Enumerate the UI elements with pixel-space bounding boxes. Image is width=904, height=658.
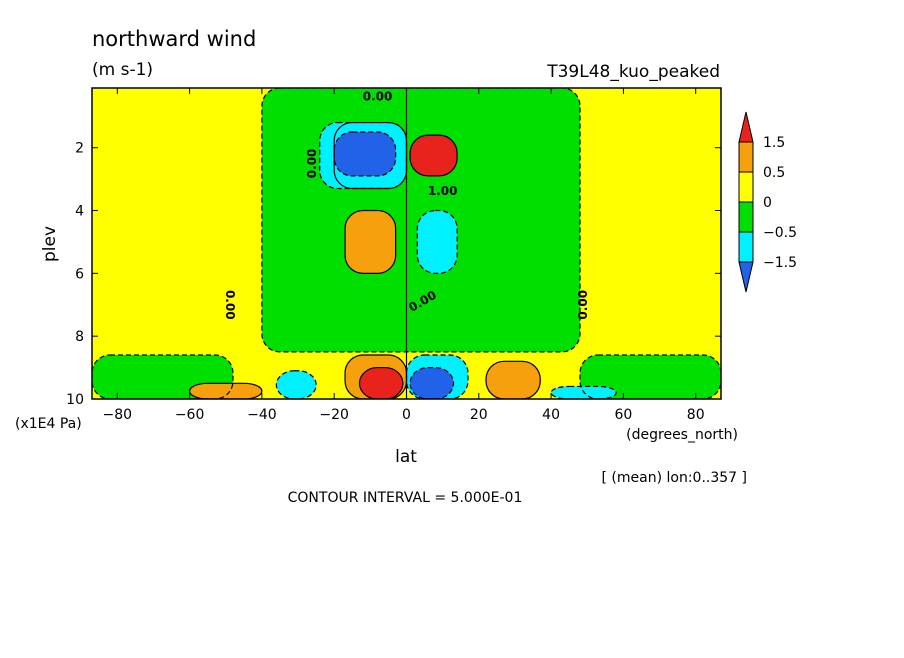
y-tick-label: 10 — [66, 392, 84, 408]
x-tick-label: −80 — [103, 407, 133, 423]
x-tick-label: 0 — [402, 407, 411, 423]
y-tick-label: 2 — [75, 141, 84, 157]
colorbar-bottom-arrow — [738, 261, 754, 293]
x-axis-unit: (degrees_north) — [626, 427, 738, 443]
contour-2 — [92, 354, 234, 399]
contour-label: 1.00 — [428, 184, 458, 198]
colorbar-swatch — [738, 141, 754, 173]
contour-interval: CONTOUR INTERVAL = 5.000E-01 — [288, 490, 523, 506]
colorbar-swatch — [738, 201, 754, 233]
region-13 — [410, 367, 454, 399]
chart-units: (m s-1) — [92, 60, 153, 80]
contour-1 — [261, 88, 581, 353]
contour-label: 0.00 — [223, 290, 237, 320]
colorbar-label: 0.5 — [763, 165, 785, 181]
mean-note: [ (mean) lon:0..357 ] — [602, 470, 747, 486]
contour-14 — [275, 370, 317, 399]
colorbar-top-arrow — [738, 111, 754, 143]
plot-area: −80 −60 −40 −20 0 20 40 60 80 2 4 6 8 10 0.00 0.00 1.0… — [66, 87, 722, 423]
y-tick-label: 4 — [75, 204, 84, 220]
contour-9 — [416, 209, 458, 274]
region-11 — [359, 367, 403, 399]
colorbar-label: 1.5 — [763, 135, 785, 151]
colorbar-label: −0.5 — [763, 225, 797, 241]
x-tick-label: 80 — [687, 407, 705, 423]
contour-7 — [333, 131, 397, 177]
region-3 — [580, 355, 721, 399]
contour-6 — [319, 121, 408, 190]
region-15 — [486, 361, 541, 399]
region-14 — [276, 370, 317, 399]
contour-17 — [550, 385, 617, 399]
contour-13 — [409, 366, 455, 399]
region-9 — [417, 210, 458, 274]
x-tick-label: −20 — [319, 407, 349, 423]
chart-title: northward wind — [92, 27, 256, 51]
region-7 — [334, 131, 396, 176]
x-tick-label: 40 — [542, 407, 560, 423]
x-axis-label: lat — [395, 447, 417, 467]
colorbar-label: −1.5 — [763, 255, 797, 271]
colorbar: 1.5 0.5 0 −0.5 −1.5 — [738, 111, 797, 293]
contour-15 — [485, 360, 541, 399]
contour-8 — [344, 209, 397, 274]
contour-label: 0.00 — [305, 149, 319, 179]
contour-5 — [409, 134, 458, 177]
contour-label: 0.00 — [576, 290, 590, 320]
x-tick-label: −60 — [175, 407, 205, 423]
y-tick-label: 8 — [75, 329, 84, 345]
region-8 — [345, 210, 396, 274]
x-tick-label: 20 — [470, 407, 488, 423]
y-tick-label: 6 — [75, 266, 84, 282]
contour-16 — [189, 382, 263, 399]
colorbar-swatch — [738, 171, 754, 203]
contour-label: 0.00 — [363, 90, 393, 104]
region-16 — [189, 383, 262, 399]
colorbar-swatch — [738, 231, 754, 263]
x-tick-label: −40 — [247, 407, 277, 423]
run-label: T39L48_kuo_peaked — [546, 62, 720, 82]
colorbar-label: 0 — [763, 195, 772, 211]
y-axis-unit: (x1E4 Pa) — [15, 416, 82, 432]
y-axis-label: plev — [40, 226, 60, 262]
region-5 — [410, 135, 458, 176]
x-tick-label: 60 — [614, 407, 632, 423]
